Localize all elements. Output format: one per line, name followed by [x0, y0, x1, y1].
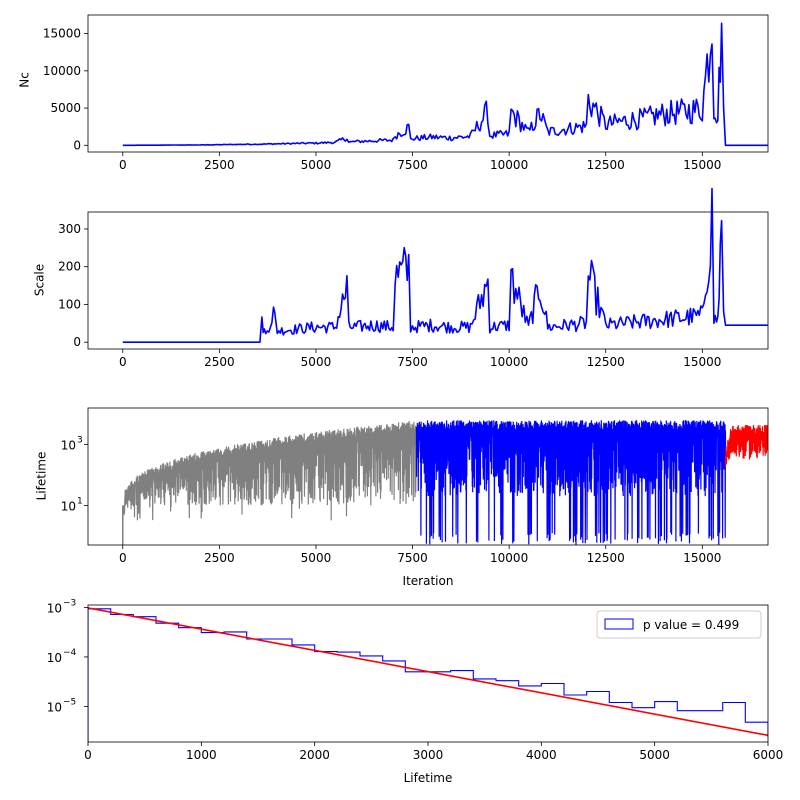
nc-plot-area: 0 2500 5000 7500 10000 12500 15000 0 5000 10000 15… [43, 14, 769, 172]
scale-series-line [122, 187, 768, 343]
scale-xtick-label: 5000 [301, 355, 332, 369]
nc-ytick-label: 5000 [50, 101, 81, 115]
histogram-group [88, 607, 768, 742]
nc-xtick-label: 2500 [204, 158, 235, 172]
lifetime-ytick-exponent: 3 [77, 436, 83, 446]
scale-ytick-label: 100 [58, 297, 81, 311]
lifetime-series-blue [415, 420, 727, 545]
scale-ytick-label: 0 [73, 335, 81, 349]
lifetime-ylabel: Lifetime [35, 452, 49, 501]
lifetime-ytick-exponent: 1 [77, 496, 83, 506]
histogram-ytick-label: 10 [47, 601, 62, 615]
histogram-steps [88, 608, 768, 742]
lifetime-xtick-label: 12500 [587, 551, 625, 565]
lifetime-xtick-label: 10000 [490, 551, 528, 565]
histogram-ytick-exponent: −3 [63, 598, 76, 608]
scale-xtick-label: 12500 [587, 355, 625, 369]
lifetime-series-red [724, 424, 768, 467]
nc-series-line [122, 22, 768, 147]
histogram-ytick-label: 10 [47, 700, 62, 714]
histogram-xlabel: Lifetime [404, 771, 453, 785]
fit-line [88, 607, 768, 737]
histogram-ytick-exponent: −4 [63, 648, 77, 658]
nc-xtick-label: 0 [119, 158, 127, 172]
scale-ylabel: Scale [33, 264, 47, 296]
scale-ytick-label: 300 [58, 222, 81, 236]
lifetime-xtick-label: 0 [119, 551, 127, 565]
lifetime-xtick-label: 5000 [301, 551, 332, 565]
iteration-xlabel: Iteration [403, 574, 454, 588]
histogram-xtick-label: 1000 [186, 748, 217, 762]
nc-ytick-label: 0 [73, 138, 81, 152]
scale-xtick-label: 2500 [204, 355, 235, 369]
scale-xtick-label: 7500 [397, 355, 428, 369]
lifetime-series-gray [122, 420, 417, 521]
lifetime-ytick-label: 10 [61, 439, 76, 453]
lifetime-series-group [122, 420, 768, 545]
lifetime-xtick-label: 7500 [397, 551, 428, 565]
scale-frame [87, 211, 769, 350]
histogram-ytick-label: 10 [47, 651, 62, 665]
scale-xtick-label: 10000 [490, 355, 528, 369]
nc-xtick-label: 10000 [490, 158, 528, 172]
nc-ytick-label: 10000 [43, 64, 81, 78]
nc-xtick-label: 12500 [587, 158, 625, 172]
nc-ylabel: Nc [18, 72, 32, 88]
nc-frame [87, 14, 769, 153]
lifetime-frame [87, 407, 769, 546]
nc-panel: 0 2500 5000 7500 10000 12500 15000 0 5000 10000 15… [18, 14, 769, 172]
legend-box [596, 610, 762, 639]
legend: p value = 0.499 [596, 610, 762, 639]
lifetime-xtick-label: 2500 [204, 551, 235, 565]
nc-xtick-label: 5000 [301, 158, 332, 172]
nc-xtick-label: 15000 [683, 158, 721, 172]
legend-label: p value = 0.499 [643, 618, 739, 632]
histogram-xtick-label: 2000 [299, 748, 330, 762]
scale-panel: 0 2500 5000 7500 10000 12500 15000 0 100 200 300 S… [33, 187, 769, 369]
nc-xtick-label: 7500 [397, 158, 428, 172]
scale-plot-area: 0 2500 5000 7500 10000 12500 15000 0 100 200 300 [58, 187, 769, 369]
scale-xtick-label: 15000 [683, 355, 721, 369]
scale-ytick-label: 200 [58, 260, 81, 274]
nc-ytick-label: 15000 [43, 27, 81, 41]
histogram-xtick-label: 3000 [413, 748, 444, 762]
legend-swatch [604, 618, 634, 630]
histogram-xtick-label: 5000 [639, 748, 670, 762]
lifetime-ytick-label: 10 [61, 499, 76, 513]
histogram-xtick-label: 6000 [753, 748, 784, 762]
scale-xtick-label: 0 [119, 355, 127, 369]
histogram-xtick-label: 0 [84, 748, 92, 762]
lifetime-xtick-label: 15000 [683, 551, 721, 565]
histogram-xtick-label: 4000 [526, 748, 557, 762]
histogram-ytick-exponent: −5 [63, 697, 76, 707]
